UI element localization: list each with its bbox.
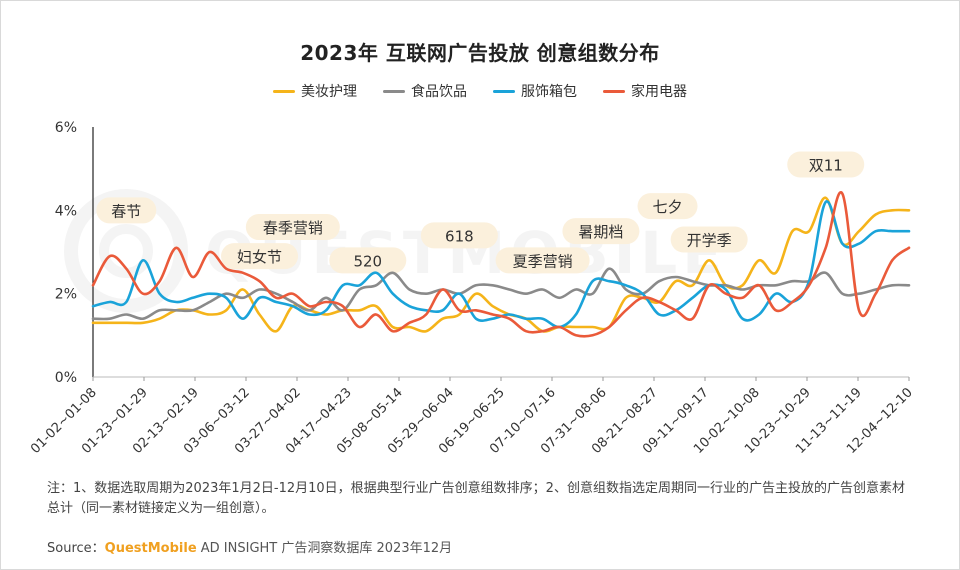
source-brand: QuestMobile [104, 541, 197, 556]
watermark-logo-core [99, 224, 153, 278]
y-tick-label: 2% [55, 287, 77, 303]
annotation-pill [787, 151, 865, 178]
annotation-pill [221, 243, 299, 270]
annotation-pill [670, 226, 748, 253]
legend-item-apparel[interactable]: 服饰箱包 [493, 81, 577, 101]
legend-label-appliance: 家用电器 [631, 84, 687, 100]
legend-label-food: 食品饮品 [411, 84, 467, 100]
y-tick-label: 6% [55, 120, 77, 136]
annotation-label: 七夕 [653, 198, 683, 216]
annotation-label: 618 [445, 227, 474, 245]
series-line-1 [91, 267, 911, 321]
annotation-label: 520 [353, 252, 382, 270]
annotation-label: 春节 [111, 202, 141, 220]
annotation-label: 春季营销 [263, 219, 323, 237]
annotation-pill [637, 193, 698, 220]
y-tick-label: 0% [55, 370, 77, 386]
chart-title: 2023年 互联网广告投放 创意组数分布 [300, 41, 660, 65]
y-tick-label: 4% [55, 203, 77, 219]
legend-item-beauty[interactable]: 美妆护理 [273, 81, 357, 101]
source-line: Source：QuestMobile AD INSIGHT 广告洞察数据库 20… [47, 537, 452, 556]
series-line-3 [91, 191, 911, 338]
annotation-pill [329, 247, 407, 274]
legend: 美妆护理 食品饮品 服饰箱包 家用电器 [1, 81, 959, 101]
source-suffix: AD INSIGHT 广告洞察数据库 2023年12月 [196, 541, 453, 556]
line-chart: QUESTMOBILE 0%2%4%6%01-02~01-0801-23~01-… [28, 120, 916, 457]
annotation-pill [96, 197, 157, 224]
annotation-label: 双11 [809, 157, 843, 175]
annotation-label: 开学季 [687, 232, 732, 250]
legend-item-food[interactable]: 食品饮品 [383, 81, 467, 101]
legend-swatch-apparel [493, 89, 515, 93]
annotation-pill [495, 247, 590, 274]
footnote: 注：1、数据选取周期为2023年1月2日-12月10日，根据典型行业广告创意组数… [47, 481, 905, 516]
annotation-pill [245, 214, 340, 240]
legend-swatch-beauty [273, 89, 295, 93]
annotation-pill [562, 218, 640, 245]
annotation-label: 夏季营销 [513, 252, 573, 270]
source-prefix: Source： [47, 541, 105, 556]
series-lines [91, 191, 911, 338]
legend-label-beauty: 美妆护理 [301, 84, 357, 100]
legend-item-appliance[interactable]: 家用电器 [603, 81, 687, 101]
annotation-label: 妇女节 [237, 248, 282, 266]
series-line-0 [91, 196, 911, 333]
legend-label-apparel: 服饰箱包 [521, 84, 577, 100]
annotation-label: 暑期档 [578, 223, 623, 241]
annotation-pill [420, 222, 498, 249]
legend-swatch-appliance [603, 89, 625, 93]
legend-swatch-food [383, 89, 405, 93]
